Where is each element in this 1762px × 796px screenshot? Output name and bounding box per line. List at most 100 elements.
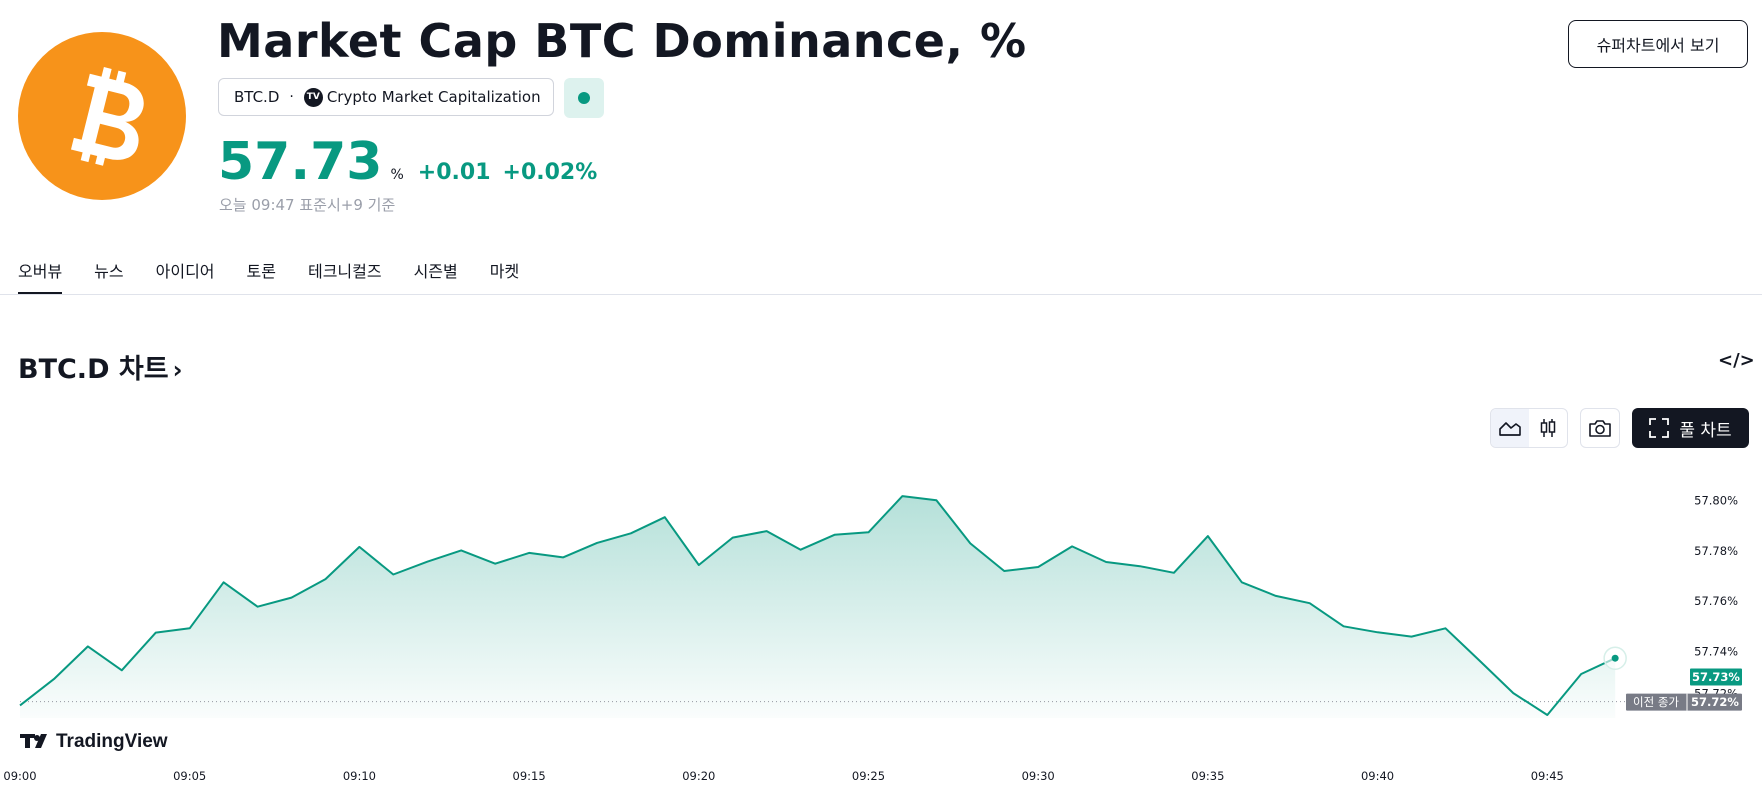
bitcoin-logo (18, 32, 186, 200)
data-point (120, 668, 124, 672)
quote-row: 57.73 % +0.01 +0.02% (218, 132, 609, 192)
data-point (222, 580, 226, 584)
data-point (1308, 601, 1312, 605)
tab-bar: 오버뷰 뉴스 아이디어 토론 테크니컬즈 시즌별 마켓 (18, 258, 551, 295)
open-supercharts-button[interactable]: 슈퍼차트에서 보기 (1568, 20, 1748, 68)
fullscreen-icon (1649, 418, 1670, 438)
y-tick-label: 57.80% (1694, 494, 1738, 508)
data-point (1240, 580, 1244, 584)
data-point (18, 703, 22, 707)
symbol-exchange-pill[interactable]: BTC.D · TV Crypto Market Capitalization (218, 78, 554, 116)
area-chart-button[interactable] (1491, 409, 1529, 447)
quote-timestamp: 오늘 09:47 표준시+9 기준 (219, 196, 396, 214)
data-point (1138, 564, 1142, 568)
camera-icon (1589, 420, 1611, 437)
data-point (697, 563, 701, 567)
data-point (1104, 560, 1108, 564)
tab-technicals[interactable]: 테크니컬즈 (307, 262, 382, 281)
data-point (290, 596, 294, 600)
market-status-badge[interactable] (564, 78, 604, 118)
tab-news[interactable]: 뉴스 (94, 262, 124, 281)
x-tick-label: 09:40 (1361, 769, 1394, 783)
x-tick-label: 09:35 (1191, 769, 1224, 783)
tab-ideas[interactable]: 아이디어 (155, 262, 215, 281)
tab-seasonals[interactable]: 시즌별 (413, 262, 458, 281)
data-point (1376, 630, 1380, 634)
y-tick-label: 57.78% (1694, 544, 1738, 558)
tab-discussion[interactable]: 토론 (246, 262, 276, 281)
data-point (663, 515, 667, 519)
full-chart-label: 풀 차트 (1679, 420, 1732, 441)
x-tick-label: 09:25 (852, 769, 885, 783)
data-point (1206, 534, 1210, 538)
x-tick-label: 09:00 (3, 769, 36, 783)
data-point (1070, 544, 1074, 548)
current-price-text: 57.73% (1692, 670, 1740, 684)
data-point (256, 605, 260, 609)
candles-chart-button[interactable] (1529, 409, 1567, 447)
tab-markets[interactable]: 마켓 (489, 262, 520, 281)
data-point (527, 551, 531, 555)
data-point (1274, 594, 1278, 598)
data-point (459, 548, 463, 552)
data-point (154, 631, 158, 635)
data-point (357, 545, 361, 549)
last-price: 57.73 (218, 132, 383, 192)
area-fill (20, 496, 1616, 718)
full-chart-button[interactable]: 풀 차트 (1632, 408, 1749, 448)
data-point (799, 548, 803, 552)
price-change: +0.01 (417, 160, 491, 185)
data-point (323, 577, 327, 581)
data-point (561, 555, 565, 559)
market-open-dot-icon (578, 92, 590, 104)
data-point (1036, 565, 1040, 569)
previous-close-caption: 이전 종가 (1633, 695, 1679, 709)
separator: · (289, 89, 294, 105)
data-point (629, 531, 633, 535)
data-point (1579, 672, 1583, 676)
y-tick-label: 57.76% (1694, 594, 1738, 608)
tab-overview[interactable]: 오버뷰 (18, 258, 63, 295)
price-chart[interactable]: 57.72% 57.80% 57.78% 57.76% 57.74% 09:00 09:05… (0, 460, 1762, 796)
data-point (1545, 713, 1549, 717)
data-point (900, 494, 904, 498)
x-tick-label: 09:30 (1022, 769, 1055, 783)
data-point (731, 536, 735, 540)
data-point (1511, 691, 1515, 695)
bitcoin-icon (70, 67, 144, 166)
tradingview-watermark[interactable]: TradingView (20, 731, 168, 752)
price-line (19, 495, 1616, 716)
previous-close-value: 57.72% (1691, 695, 1739, 709)
data-point (391, 573, 395, 577)
data-point (86, 644, 90, 648)
chevron-right-icon: › (172, 356, 183, 384)
data-point (188, 626, 192, 630)
symbol-label: BTC.D (234, 88, 280, 106)
y-tick-label: 57.74% (1694, 644, 1738, 658)
tabs-divider (0, 294, 1762, 295)
area-chart-icon (1499, 422, 1521, 436)
chart-title-text: BTC.D 차트 (18, 354, 169, 385)
data-point (425, 560, 429, 564)
snapshot-button[interactable] (1580, 408, 1620, 448)
current-price-label: 57.73% (1690, 668, 1742, 686)
chart-type-toggle (1490, 408, 1568, 448)
chart-section-title[interactable]: BTC.D 차트 › (18, 347, 182, 386)
data-point (1410, 635, 1414, 639)
tradingview-icon: TV (303, 87, 323, 107)
data-point (833, 533, 837, 537)
data-point (1342, 624, 1346, 628)
x-tick-label: 09:45 (1531, 769, 1564, 783)
page-title: Market Cap BTC Dominance, % (217, 14, 1027, 68)
last-point-dot (1611, 654, 1619, 662)
embed-code-icon[interactable]: </> (1718, 350, 1755, 371)
data-point (968, 541, 972, 545)
data-point (52, 677, 56, 681)
x-tick-label: 09:15 (513, 769, 546, 783)
data-point (1172, 571, 1176, 575)
data-point (934, 498, 938, 502)
price-change-percent: +0.02% (502, 160, 598, 185)
data-point (1002, 569, 1006, 573)
data-point (493, 562, 497, 566)
candles-icon (1540, 419, 1556, 437)
